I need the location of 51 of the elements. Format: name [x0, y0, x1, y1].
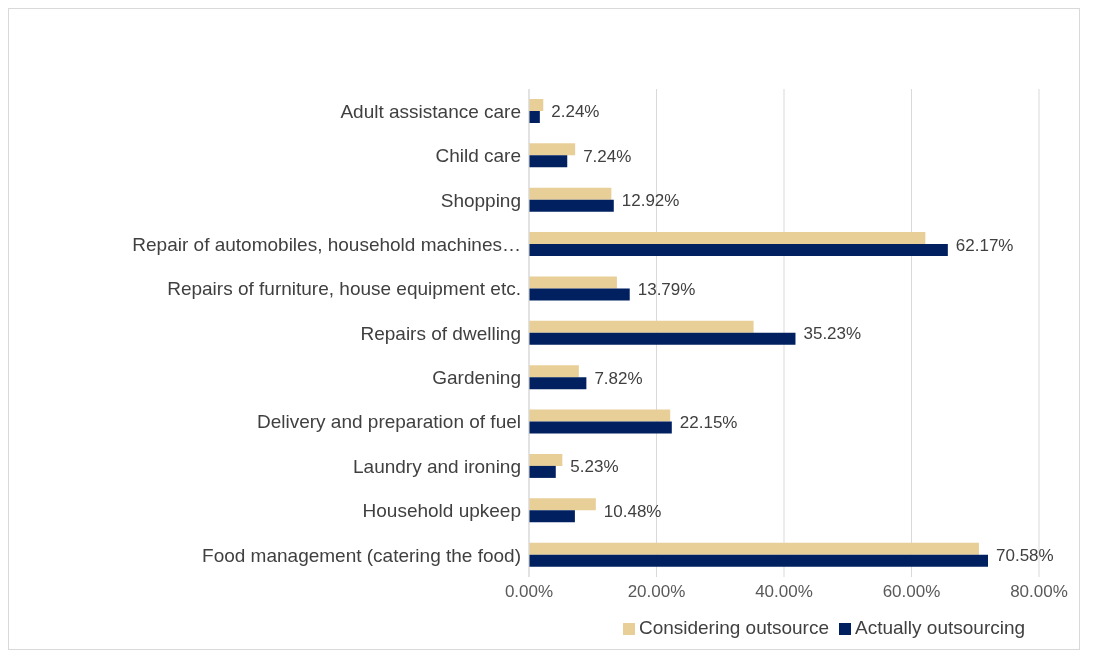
- data-label: 12.92%: [621, 191, 680, 211]
- x-tick-label: 0.00%: [504, 582, 554, 602]
- bar: [529, 421, 672, 434]
- data-label: 7.82%: [594, 368, 643, 388]
- bar: [529, 232, 926, 245]
- data-label: 62.17%: [955, 235, 1014, 255]
- data-label: 10.48%: [603, 501, 662, 521]
- y-tick-label: Delivery and preparation of fuel: [256, 411, 521, 433]
- bar: [529, 244, 948, 257]
- bar: [529, 155, 568, 168]
- y-tick-label: Household upkeep: [362, 500, 521, 522]
- y-tick-label: Laundry and ironing: [353, 455, 521, 477]
- legend-label: Actually outsourcing: [855, 617, 1026, 638]
- bar: [529, 453, 563, 466]
- y-tick-label: Child care: [435, 145, 521, 167]
- bar: [529, 111, 540, 123]
- x-tick-label: 20.00%: [627, 582, 686, 602]
- data-label: 70.58%: [996, 546, 1054, 566]
- y-tick-label: Gardening: [432, 367, 521, 389]
- data-label: 5.23%: [570, 457, 619, 477]
- y-tick-label: Repairs of dwelling: [360, 322, 521, 344]
- bar: [529, 409, 671, 422]
- legend-label: Considering outsource: [638, 617, 830, 638]
- bar: [529, 554, 988, 567]
- y-tick-label: Repairs of furniture, house equipment etc.: [167, 278, 521, 300]
- bar: [529, 276, 617, 289]
- data-label: 22.15%: [679, 413, 738, 433]
- bar: [529, 377, 587, 390]
- bar: [529, 187, 612, 200]
- data-label: 35.23%: [803, 324, 862, 344]
- x-tick-label: 40.00%: [755, 582, 813, 602]
- bar: [529, 199, 614, 212]
- y-tick-label: Repair of automobiles, household machines…: [132, 234, 521, 256]
- y-tick-label: Adult assistance care: [340, 100, 521, 122]
- data-label: 13.79%: [637, 279, 696, 299]
- bar: [529, 320, 754, 333]
- bar: [529, 365, 579, 378]
- bar: [529, 99, 544, 111]
- y-tick-label: Food management (catering the food): [202, 544, 521, 566]
- data-label: 2.24%: [551, 102, 600, 122]
- bar: [529, 143, 576, 156]
- data-label: 7.24%: [583, 146, 632, 166]
- bar: [529, 332, 796, 345]
- y-tick-label: Shopping: [440, 189, 521, 211]
- bar: [529, 465, 556, 478]
- x-tick-label: 80.00%: [1010, 582, 1068, 602]
- bar: [529, 288, 630, 301]
- bar: [529, 542, 979, 555]
- bar: [529, 498, 596, 511]
- bar: [529, 510, 575, 523]
- x-tick-label: 60.00%: [882, 582, 941, 602]
